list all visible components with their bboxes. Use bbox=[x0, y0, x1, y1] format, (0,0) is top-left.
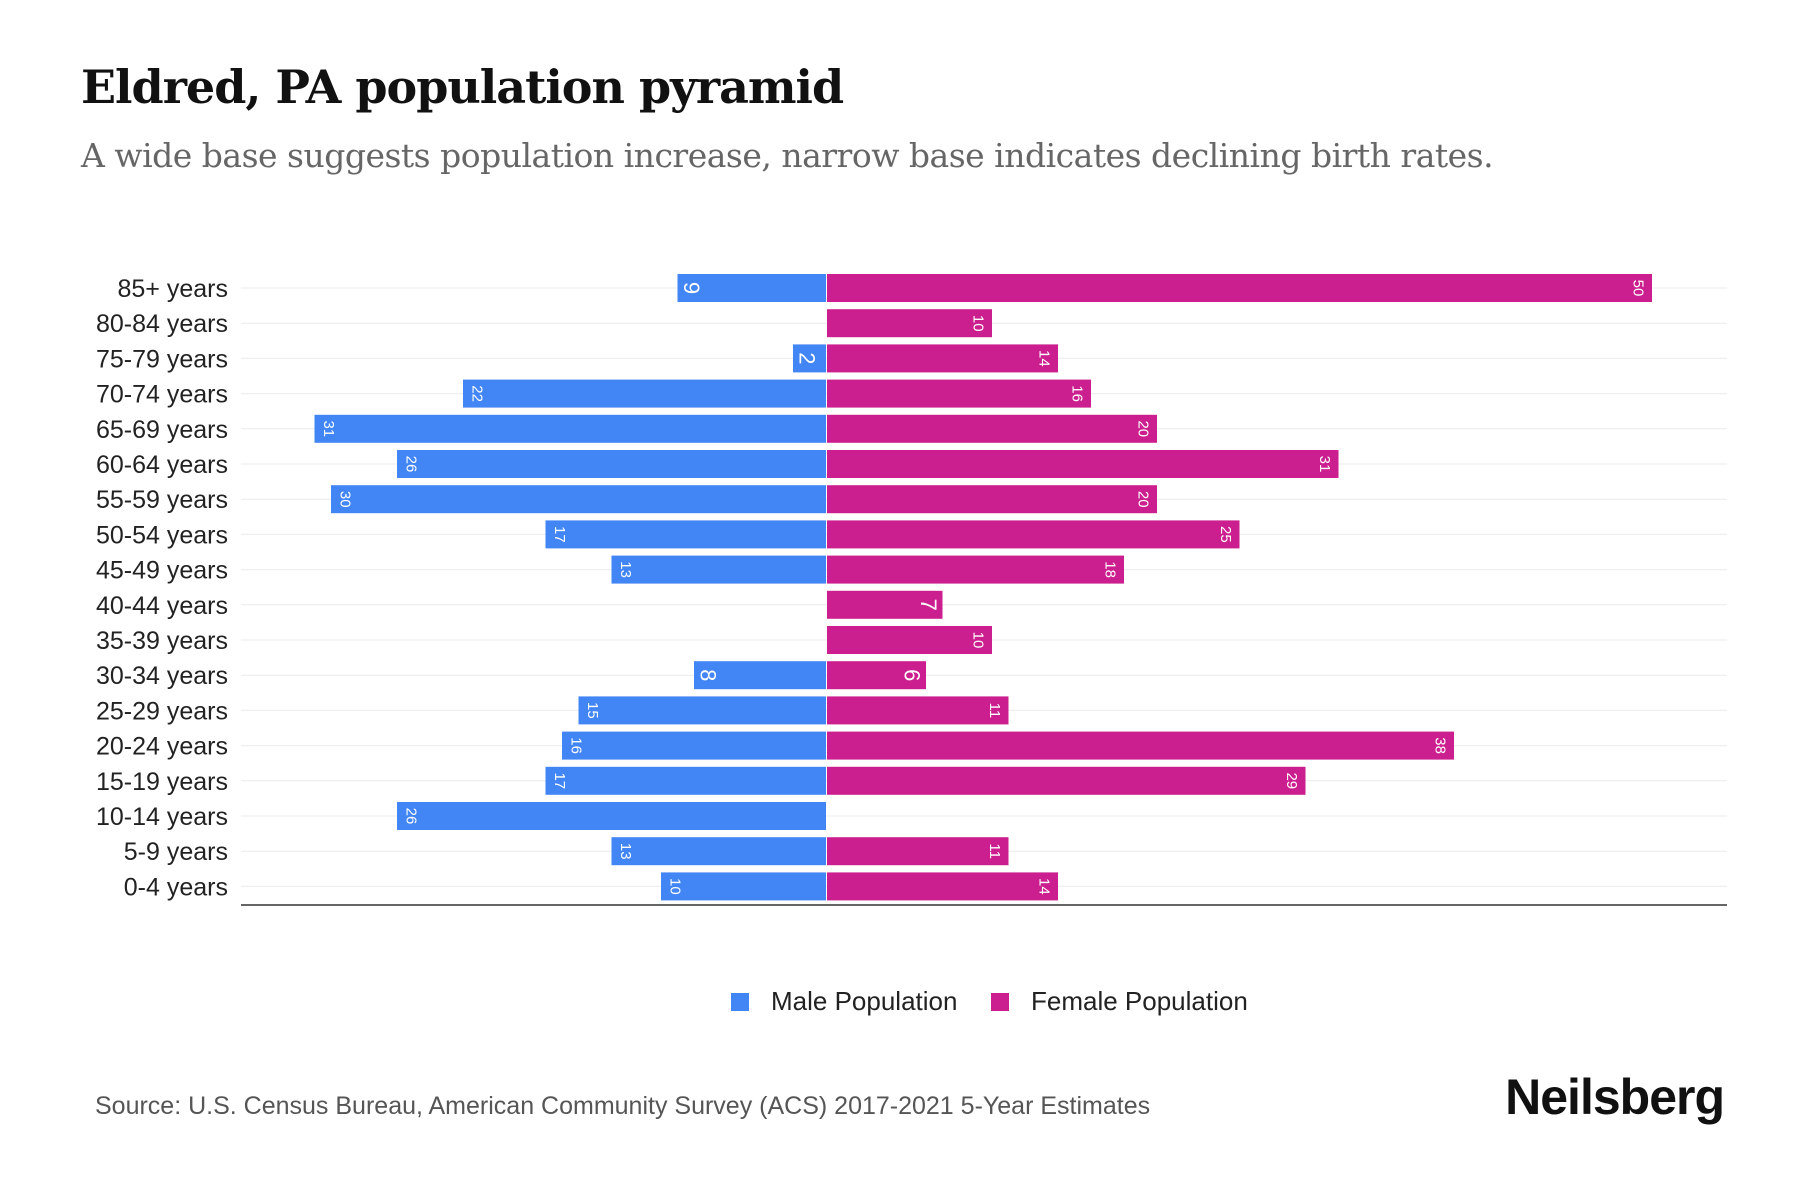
female-bar bbox=[827, 696, 1009, 725]
female-value-label: 11 bbox=[986, 843, 1003, 859]
female-value-label: 18 bbox=[1102, 561, 1119, 578]
male-bar bbox=[331, 485, 826, 514]
male-value-label: 17 bbox=[551, 526, 568, 543]
female-bar bbox=[827, 485, 1157, 514]
female-value-label: 25 bbox=[1217, 526, 1234, 543]
female-bar bbox=[827, 520, 1240, 549]
male-bar bbox=[611, 555, 826, 584]
female-bar bbox=[827, 309, 992, 338]
source-note: Source: U.S. Census Bureau, American Com… bbox=[95, 1092, 1151, 1120]
y-tick-label: 30-34 years bbox=[96, 662, 228, 690]
brand-logo: Neilsberg bbox=[1505, 1069, 1725, 1125]
male-value-label: 17 bbox=[551, 772, 568, 789]
male-value-label: 22 bbox=[469, 385, 486, 402]
y-tick-label: 50-54 years bbox=[96, 521, 228, 549]
y-tick-label: 40-44 years bbox=[96, 592, 228, 620]
female-bar bbox=[827, 590, 943, 619]
legend-male-swatch bbox=[731, 992, 749, 1011]
female-bar bbox=[827, 344, 1058, 373]
male-bar bbox=[562, 731, 826, 760]
y-tick-label: 15-19 years bbox=[96, 768, 228, 796]
male-bar bbox=[545, 520, 826, 549]
y-tick-label: 85+ years bbox=[118, 275, 229, 303]
male-value-label: 30 bbox=[337, 491, 354, 508]
male-bar bbox=[578, 696, 826, 725]
legend-female-swatch bbox=[991, 992, 1009, 1011]
y-tick-label: 45-49 years bbox=[96, 557, 228, 585]
legend-male: Male Population bbox=[731, 986, 957, 1017]
female-value-label: 11 bbox=[986, 703, 1003, 719]
legend-female: Female Population bbox=[991, 986, 1248, 1017]
female-value-label: 20 bbox=[1135, 420, 1152, 437]
female-value-label: 29 bbox=[1283, 772, 1300, 789]
male-value-label: 8 bbox=[696, 669, 721, 681]
pyramid-chart: 85+ years 9 50 80-84 years 10 75-79 years 2 14 7… bbox=[96, 274, 1727, 906]
female-value-label: 14 bbox=[1036, 350, 1053, 367]
female-value-label: 16 bbox=[1069, 385, 1086, 402]
female-value-label: 50 bbox=[1630, 280, 1647, 297]
male-value-label: 26 bbox=[403, 808, 420, 825]
male-bar bbox=[545, 766, 826, 795]
male-value-label: 26 bbox=[403, 456, 420, 473]
male-value-label: 16 bbox=[568, 737, 585, 754]
female-bar bbox=[827, 661, 926, 690]
y-tick-label: 35-39 years bbox=[96, 627, 228, 655]
male-value-label: 15 bbox=[584, 702, 601, 719]
male-bar bbox=[677, 274, 826, 302]
chart-subtitle: A wide base suggests population increase… bbox=[81, 136, 1494, 175]
chart-title: Eldred, PA population pyramid bbox=[81, 60, 844, 114]
y-tick-label: 60-64 years bbox=[96, 451, 228, 479]
male-bar bbox=[661, 872, 826, 901]
male-value-label: 10 bbox=[667, 878, 684, 895]
y-tick-label: 0-4 years bbox=[124, 873, 228, 901]
y-tick-label: 80-84 years bbox=[96, 310, 228, 338]
male-value-label: 31 bbox=[320, 420, 337, 437]
male-value-label: 13 bbox=[617, 843, 634, 860]
female-bar bbox=[827, 766, 1306, 795]
male-value-label: 13 bbox=[617, 561, 634, 578]
male-bar bbox=[397, 802, 826, 830]
female-value-label: 7 bbox=[916, 599, 941, 611]
female-value-label: 31 bbox=[1316, 456, 1333, 473]
female-bar bbox=[827, 379, 1091, 408]
female-bar bbox=[827, 450, 1339, 478]
female-bar bbox=[827, 837, 1009, 866]
female-value-label: 14 bbox=[1036, 878, 1053, 895]
female-bar bbox=[827, 872, 1058, 901]
y-tick-label: 20-24 years bbox=[96, 733, 228, 761]
male-bar bbox=[463, 379, 826, 408]
y-tick-label: 75-79 years bbox=[96, 345, 228, 373]
y-tick-label: 65-69 years bbox=[96, 416, 228, 444]
female-bar bbox=[827, 626, 992, 654]
male-bar bbox=[793, 344, 826, 373]
male-bar bbox=[397, 450, 826, 478]
female-value-label: 38 bbox=[1432, 737, 1449, 754]
female-bar bbox=[827, 414, 1157, 443]
male-bar bbox=[611, 837, 826, 866]
male-bar bbox=[694, 661, 826, 690]
male-value-label: 2 bbox=[795, 352, 820, 364]
male-bar bbox=[314, 414, 826, 443]
legend-male-label: Male Population bbox=[771, 986, 958, 1016]
female-bar bbox=[827, 555, 1124, 584]
female-value-label: 6 bbox=[900, 669, 925, 681]
female-bar bbox=[827, 274, 1652, 302]
female-bar bbox=[827, 731, 1454, 760]
legend-female-label: Female Population bbox=[1031, 986, 1248, 1016]
y-tick-label: 25-29 years bbox=[96, 697, 228, 725]
y-tick-label: 5-9 years bbox=[124, 838, 228, 866]
y-tick-label: 55-59 years bbox=[96, 486, 228, 514]
y-tick-label: 70-74 years bbox=[96, 381, 228, 409]
female-value-label: 10 bbox=[970, 632, 987, 649]
female-value-label: 10 bbox=[970, 315, 987, 332]
y-tick-label: 10-14 years bbox=[96, 803, 228, 831]
male-value-label: 9 bbox=[679, 282, 704, 294]
female-value-label: 20 bbox=[1135, 491, 1152, 508]
